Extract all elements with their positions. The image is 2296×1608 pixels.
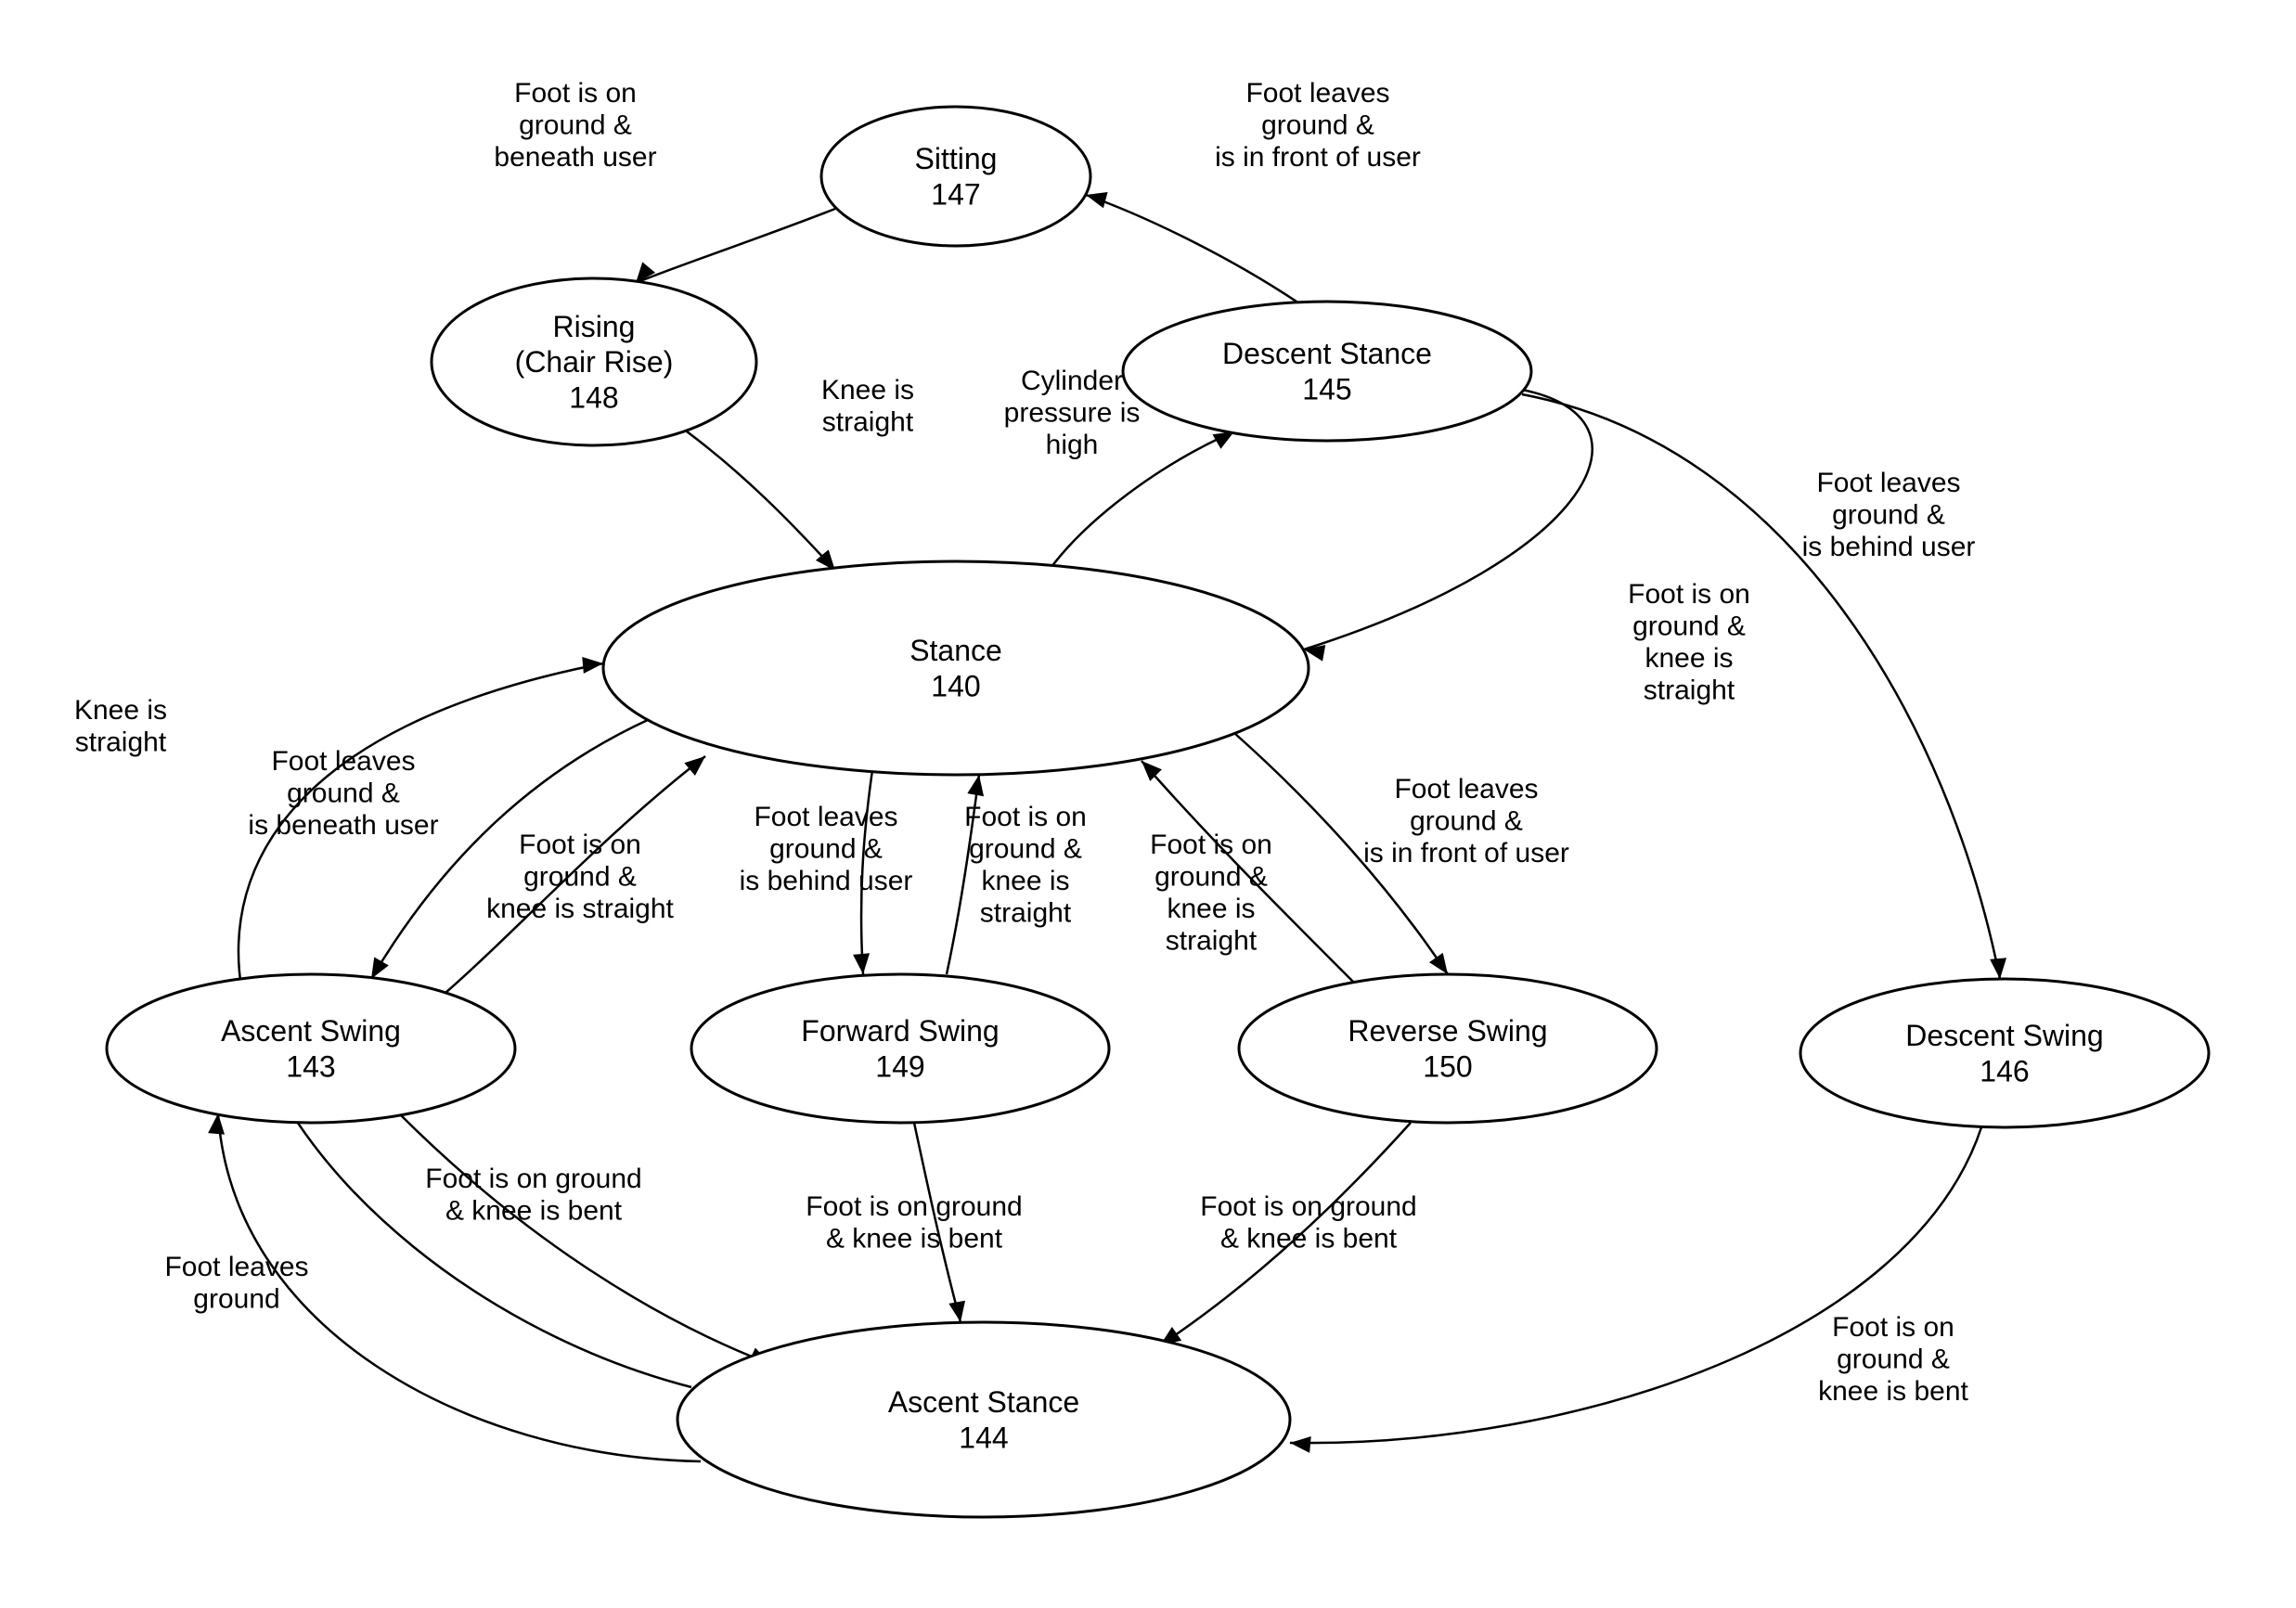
edge-label-descentStance_to_descentSwing: Foot leavesground &is behind user	[1802, 468, 1976, 562]
edge-forwardSwing_to_ascentStance: Foot is on ground& knee is bent	[806, 1123, 1022, 1322]
edge-label-sitting_to_rising: Foot is onground &beneath user	[494, 78, 656, 173]
edge-label-reverseSwing_to_ascentStance: Foot is on ground& knee is bent	[1200, 1191, 1416, 1254]
edge-descentStance_to_descentSwing: Foot leavesground &is behind user	[1522, 394, 2006, 979]
edge-descentStance_to_sitting: Foot leavesground &is in front of user	[1086, 78, 1421, 303]
node-forwardSwing: Forward Swing149	[691, 974, 1109, 1123]
edge-label-stance_to_descentStance: Cylinderpressure ishigh	[1004, 366, 1141, 460]
edge-label-ascentStance_to_stanceLeft: Knee isstraight	[74, 695, 167, 758]
edge-label-reverseSwing_to_stance: Foot is onground &knee isstraight	[1150, 830, 1272, 957]
node-descentStance: Descent Stance145	[1123, 302, 1531, 441]
edge-label-descentStance_to_stance: Foot is onground &knee isstraight	[1628, 579, 1750, 706]
edge-label-descentStance_to_sitting: Foot leavesground &is in front of user	[1215, 78, 1421, 173]
edge-label-stance_to_ascentSwing: Foot leavesground &is beneath user	[248, 746, 438, 841]
edge-reverseSwing_to_ascentStance: Foot is on ground& knee is bent	[1160, 1123, 1417, 1345]
edge-label-ascentSwing_to_ascentStance: Foot is on ground& knee is bent	[425, 1164, 641, 1227]
node-stance: Stance140	[603, 561, 1309, 775]
edge-label-stance_to_forwardSwing: Foot leavesground &is behind user	[740, 802, 913, 896]
edge-ascentSwing_to_stance: Foot is onground &knee is straight	[445, 756, 705, 993]
edge-label-forwardSwing_to_stance: Foot is onground &knee isstraight	[964, 802, 1087, 929]
node-descentSwing: Descent Swing146	[1800, 979, 2209, 1127]
edge-forwardSwing_to_stance: Foot is onground &knee isstraight	[947, 775, 1087, 974]
node-rising: Rising(Chair Rise)148	[432, 278, 756, 445]
edge-label-stance_to_reverseSwing: Foot leavesground &is in front of user	[1363, 774, 1569, 868]
edge-label-descentSwing_to_ascentStance: Foot is onground &knee is bent	[1818, 1312, 1968, 1407]
edge-stance_to_forwardSwing: Foot leavesground &is behind user	[740, 770, 913, 974]
edge-reverseSwing_to_stance: Foot is onground &knee isstraight	[1142, 761, 1355, 984]
node-ascentSwing: Ascent Swing143	[107, 974, 515, 1123]
node-sitting: Sitting147	[821, 107, 1090, 246]
edge-label-ascentStance_to_ascentSwing: Foot leavesground	[164, 1252, 308, 1315]
state-diagram: Foot is onground &beneath user Knee isstr…	[0, 0, 2296, 1608]
node-reverseSwing: Reverse Swing150	[1239, 974, 1657, 1123]
edge-ascentSwing_to_ascentStance: Foot is on ground& knee is bent	[399, 1113, 770, 1364]
edge-stance_to_reverseSwing: Foot leavesground &is in front of user	[1234, 733, 1569, 974]
edge-label-ascentSwing_to_stance: Foot is onground &knee is straight	[486, 830, 674, 924]
node-ascentStance: Ascent Stance144	[677, 1322, 1290, 1517]
edge-label-rising_to_stance: Knee isstraight	[821, 375, 914, 438]
edge-label-forwardSwing_to_ascentStance: Foot is on ground& knee is bent	[806, 1191, 1022, 1254]
edge-sitting_to_rising: Foot is onground &beneath user	[494, 78, 835, 283]
edge-descentSwing_to_ascentStance: Foot is onground &knee is bent	[1290, 1127, 1981, 1453]
